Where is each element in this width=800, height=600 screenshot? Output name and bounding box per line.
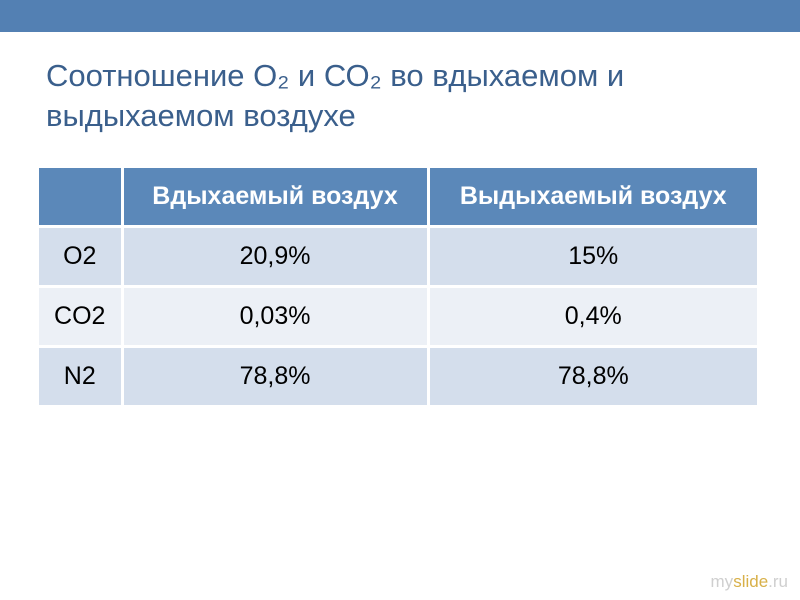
row-label-co2: CO2 (39, 288, 121, 345)
cell-n2-inhaled: 78,8% (124, 348, 427, 405)
header-exhaled: Выдыхаемый воздух (430, 168, 757, 225)
header-inhaled: Вдыхаемый воздух (124, 168, 427, 225)
header-empty-cell (39, 168, 121, 225)
table-container: Вдыхаемый воздух Выдыхаемый воздух O2 20… (0, 165, 800, 408)
watermark-part2: slide (733, 572, 768, 591)
cell-n2-exhaled: 78,8% (430, 348, 757, 405)
table-row: CO2 0,03% 0,4% (39, 288, 757, 345)
slide-title: Соотношение О₂ и СО₂ во вдыхаемом и выды… (46, 56, 754, 137)
cell-co2-inhaled: 0,03% (124, 288, 427, 345)
row-label-o2: O2 (39, 228, 121, 285)
table-row: O2 20,9% 15% (39, 228, 757, 285)
watermark: myslide.ru (711, 572, 788, 592)
gas-ratio-table: Вдыхаемый воздух Выдыхаемый воздух O2 20… (36, 165, 760, 408)
top-accent-bar (0, 0, 800, 32)
cell-co2-exhaled: 0,4% (430, 288, 757, 345)
watermark-part1: my (711, 572, 734, 591)
cell-o2-exhaled: 15% (430, 228, 757, 285)
row-label-n2: N2 (39, 348, 121, 405)
table-header-row: Вдыхаемый воздух Выдыхаемый воздух (39, 168, 757, 225)
watermark-part3: .ru (768, 572, 788, 591)
cell-o2-inhaled: 20,9% (124, 228, 427, 285)
table-row: N2 78,8% 78,8% (39, 348, 757, 405)
title-area: Соотношение О₂ и СО₂ во вдыхаемом и выды… (0, 32, 800, 165)
